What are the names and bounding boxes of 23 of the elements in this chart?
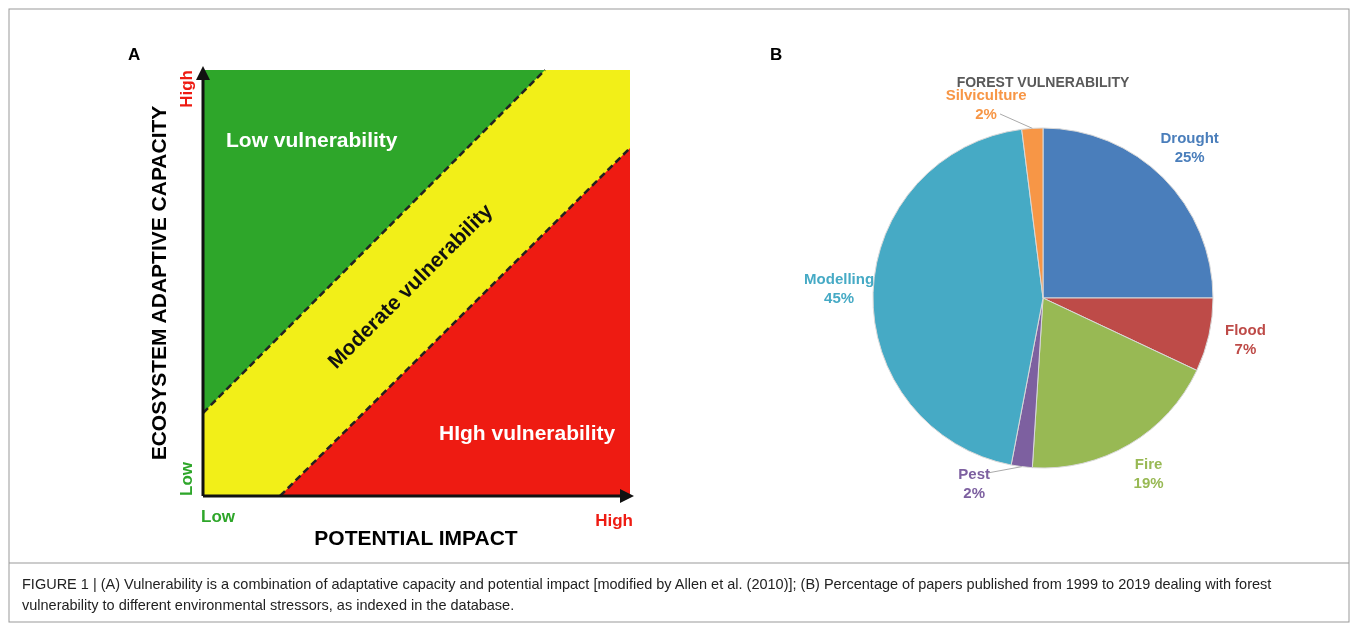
caption: FIGURE 1 | (A) Vulnerability is a combination of adaptative capacity and potential impact [modified by Allen et al. (2010)]; (B) Percentage of papers published from 1999 to 2019 dealing with forest vulnerability to different environmental stressors, as indexed in the database. [22,575,1273,615]
slice-label: Flood [1224,321,1266,339]
text: High [177,70,196,108]
slice-label: Modelling [804,269,875,287]
text: A [128,45,141,64]
text: Low vulnerability [226,128,398,151]
data-label: 45% [824,288,855,306]
chart-title: FOREST VULNERABILITY [956,74,1130,90]
text: POTENTIAL IMPACT [314,526,518,549]
text: High [595,511,633,530]
text: Low [201,507,236,526]
text: ECOSYSTEM ADAPTIVE CAPACITY [147,105,170,461]
data-label: 7% [1234,340,1257,358]
slice-label: Drought [1160,129,1219,147]
data-label: 25% [1174,148,1205,166]
data-label: 2% [963,483,985,501]
data-label: 2% [975,104,997,122]
slice-label: Pest [958,464,990,482]
data-label: 19% [1133,473,1164,491]
slice-label: Fire [1134,454,1163,472]
text: HIgh vulnerability [439,421,616,444]
text: Low [177,461,196,496]
text: B [770,45,783,64]
